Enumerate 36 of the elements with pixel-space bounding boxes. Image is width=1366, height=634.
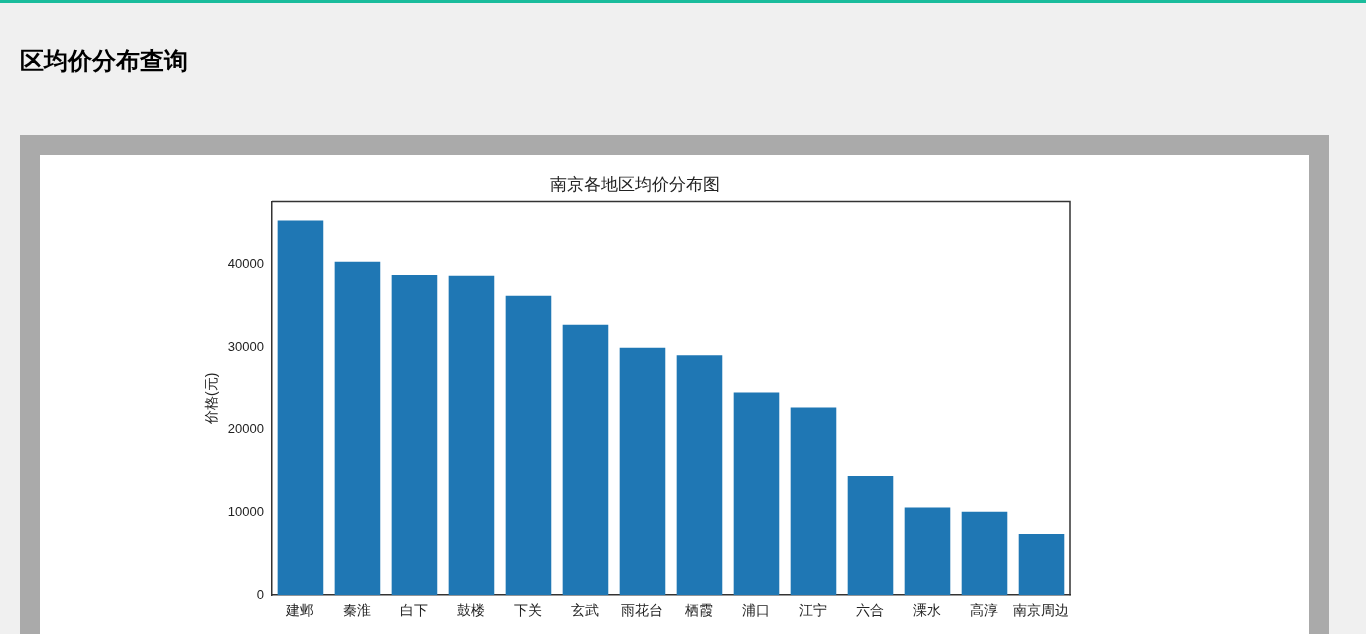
- x-tick-label: 浦口: [742, 602, 771, 619]
- bar: [904, 507, 951, 596]
- bar: [334, 261, 381, 596]
- bar: [562, 324, 609, 596]
- y-tick-label: 0: [256, 586, 264, 602]
- y-tick-label: 30000: [227, 338, 264, 354]
- bar: [391, 275, 438, 596]
- x-tick-label: 白下: [400, 602, 429, 619]
- bar: [847, 476, 894, 596]
- x-tick-label: 栖霞: [684, 602, 714, 619]
- y-tick-label: 10000: [227, 504, 264, 520]
- x-tick-label: 溧水: [913, 602, 942, 619]
- x-tick-label: 玄武: [571, 602, 600, 619]
- bar: [733, 392, 780, 596]
- x-tick-label: 下关: [514, 602, 543, 619]
- bar: [277, 220, 324, 596]
- chart-title: 南京各地区均价分布图: [550, 173, 720, 194]
- x-tick-label: 鼓楼: [457, 602, 486, 619]
- y-axis-title: 价格(元): [203, 372, 220, 425]
- y-tick-label: 40000: [227, 255, 264, 271]
- x-tick-label: 六合: [856, 602, 885, 619]
- bar: [1018, 533, 1065, 596]
- x-tick-label: 南京周边: [1013, 602, 1070, 619]
- x-tick-label: 雨花台: [621, 602, 664, 619]
- bar: [505, 295, 552, 596]
- x-tick-label: 高淳: [970, 602, 999, 619]
- text: 区均价分布查询: [20, 46, 189, 77]
- bar: [619, 347, 666, 596]
- x-tick-label: 秦淮: [343, 602, 372, 619]
- y-tick-label: 20000: [227, 421, 264, 437]
- bar: [676, 355, 723, 596]
- bar: [790, 407, 837, 596]
- x-tick-label: 江宁: [799, 602, 828, 619]
- x-tick-label: 建邺: [285, 602, 315, 619]
- bar: [961, 511, 1008, 596]
- bar: [448, 275, 495, 596]
